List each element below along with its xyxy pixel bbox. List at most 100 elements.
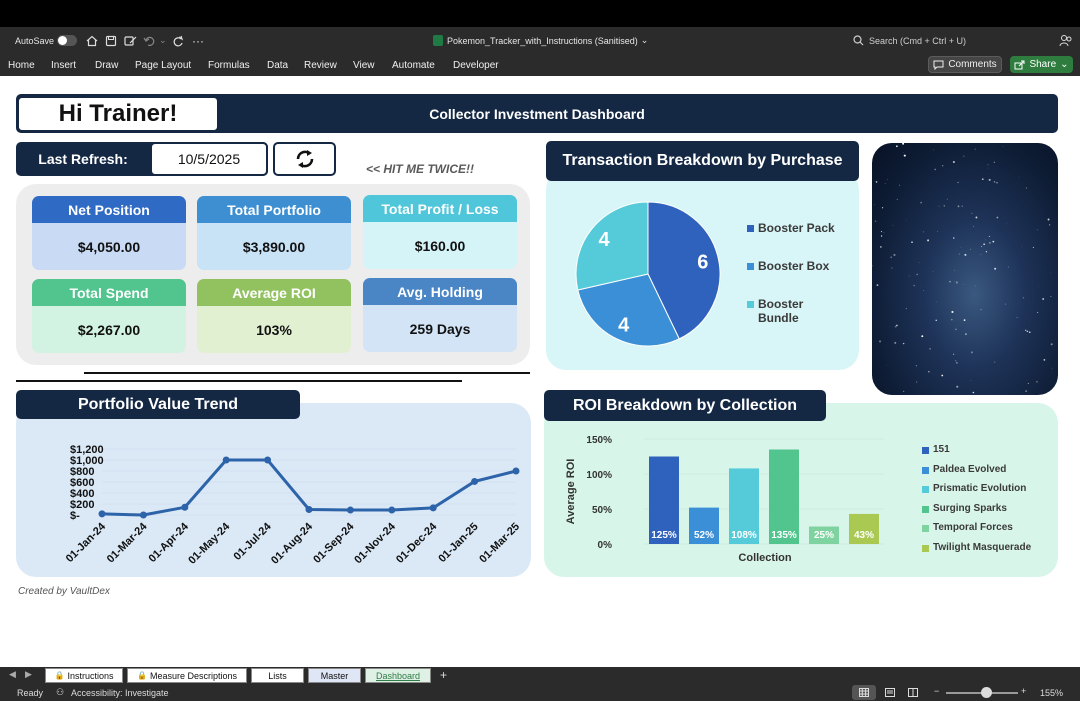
star — [891, 267, 893, 269]
star — [955, 360, 957, 362]
accessibility-status[interactable]: Accessibility: Investigate — [71, 688, 169, 698]
x-tick-label: 01-Mar-25 — [477, 521, 522, 566]
data-point — [429, 504, 437, 512]
sheet-tab-lists[interactable]: Lists — [251, 668, 304, 683]
star — [983, 243, 986, 246]
comments-button[interactable]: Comments — [928, 56, 1002, 73]
zoom-slider-handle[interactable] — [981, 687, 992, 698]
previous-sheet-icon[interactable]: ◀ — [9, 669, 16, 679]
star — [902, 342, 905, 345]
normal-view-icon[interactable] — [852, 685, 876, 700]
y-tick-label: 0% — [598, 540, 613, 551]
star — [946, 198, 948, 200]
tab-formulas[interactable]: Formulas — [208, 59, 250, 71]
star — [903, 390, 905, 392]
sheet-tab-master[interactable]: Master — [308, 668, 361, 683]
star — [974, 148, 976, 150]
star — [935, 319, 937, 322]
x-axis-label: Collection — [738, 552, 791, 564]
zoom-out-icon[interactable]: − — [934, 686, 940, 696]
star — [894, 325, 897, 328]
star — [932, 271, 934, 272]
next-sheet-icon[interactable]: ▶ — [25, 669, 32, 679]
star — [952, 160, 955, 164]
star — [880, 246, 882, 248]
tab-home[interactable]: Home — [8, 59, 35, 71]
kpi-card: Total Portfolio $3,890.00 — [197, 196, 351, 270]
home-icon[interactable] — [86, 27, 98, 54]
refresh-button[interactable] — [273, 142, 336, 176]
data-point — [222, 456, 230, 464]
star — [964, 253, 967, 256]
star — [1038, 285, 1039, 287]
tab-automate[interactable]: Automate — [392, 59, 435, 71]
starry-sky-image — [872, 143, 1058, 395]
tab-draw[interactable]: Draw — [95, 59, 119, 71]
legend-item: Twilight Masquerade — [922, 542, 1031, 553]
sheet-tab-dashboard[interactable]: Dashboard — [365, 668, 431, 683]
kpi-card: Total Profit / Loss $160.00 — [363, 195, 517, 269]
tab-view[interactable]: View — [353, 59, 375, 71]
star — [1049, 224, 1051, 226]
legend-label: Twilight Masquerade — [933, 541, 1032, 553]
legend-swatch — [922, 505, 929, 513]
x-tick-label: 01-Apr-24 — [147, 520, 192, 565]
bar — [849, 513, 879, 544]
tab-page-layout[interactable]: Page Layout — [135, 59, 192, 71]
autosave-toggle[interactable] — [57, 27, 77, 54]
star — [1036, 229, 1038, 231]
share-button[interactable]: Share ⌄ — [1010, 56, 1073, 73]
redo-icon[interactable] — [172, 27, 184, 54]
lock-icon: 🔒 — [54, 671, 65, 680]
tab-developer[interactable]: Developer — [453, 59, 499, 71]
star — [921, 335, 924, 338]
bar — [809, 526, 839, 544]
refresh-date: 10/5/2025 — [150, 142, 268, 176]
star — [1007, 266, 1009, 268]
kpi-value: $4,050.00 — [32, 223, 186, 270]
tab-insert[interactable]: Insert — [51, 59, 77, 71]
x-tick-label: 01-May-24 — [186, 520, 233, 567]
more-icon[interactable]: ··· — [192, 33, 204, 48]
sheet-tab-measure-descriptions[interactable]: 🔒 Measure Descriptions — [127, 668, 247, 683]
y-axis-label: Average ROI — [565, 459, 577, 525]
undo-dropdown-icon[interactable]: ⌄ — [159, 35, 167, 45]
account-icon[interactable] — [1059, 27, 1073, 54]
star — [872, 265, 873, 267]
credit-text: Created by VaultDex — [18, 586, 110, 597]
add-sheet-icon[interactable]: + — [440, 668, 448, 682]
accessibility-icon[interactable]: ⚇ — [56, 687, 65, 697]
star — [953, 237, 955, 239]
zoom-level[interactable]: 155% — [1040, 688, 1064, 698]
star — [996, 182, 998, 184]
search-box[interactable]: Search (Cmd + Ctrl + U) — [853, 27, 966, 54]
data-point — [512, 467, 520, 475]
star — [928, 370, 930, 373]
file-title[interactable]: Pokemon_Tracker_with_Instructions (Sanit… — [433, 27, 648, 54]
portfolio-chart-title: Portfolio Value Trend — [16, 390, 300, 419]
star — [913, 284, 915, 287]
undo-icon[interactable] — [143, 27, 157, 54]
star — [927, 239, 930, 242]
bar-value-label: 52% — [694, 530, 714, 541]
page-layout-view-icon[interactable] — [885, 688, 895, 697]
star — [874, 220, 877, 222]
roi-bar-chart: 150% 100% 50% 0% Average ROI Collection 125% 52… — [565, 435, 884, 564]
y-tick-label: $200 — [70, 499, 94, 511]
star — [985, 239, 986, 241]
sheet-tab-label: Measure Descriptions — [149, 670, 237, 681]
tab-data[interactable]: Data — [267, 59, 289, 71]
star — [956, 362, 958, 364]
star — [969, 248, 971, 250]
star — [922, 231, 924, 233]
data-point — [139, 511, 147, 519]
page-break-view-icon[interactable] — [908, 688, 918, 697]
zoom-in-icon[interactable]: + — [1021, 686, 1027, 696]
save-icon[interactable] — [105, 27, 117, 54]
sheet-tab-instructions[interactable]: 🔒 Instructions — [45, 668, 123, 683]
legend-label: Paldea Evolved — [933, 463, 1007, 475]
tab-review[interactable]: Review — [304, 59, 337, 71]
star — [1002, 146, 1004, 147]
star — [896, 198, 898, 201]
edit-icon[interactable] — [124, 27, 137, 54]
